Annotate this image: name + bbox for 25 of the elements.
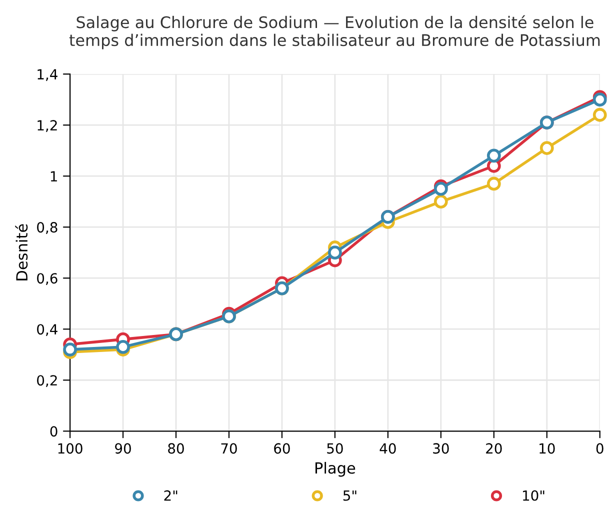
x-axis-title: Plage	[315, 462, 356, 477]
x-tick-label: 90	[115, 443, 131, 454]
x-tick-label: 70	[221, 443, 237, 454]
y-tick-label: 1,2	[38, 120, 57, 132]
x-tick-label: 40	[380, 443, 396, 454]
x-tick-label: 20	[486, 443, 502, 454]
legend-label: 5"	[343, 490, 356, 501]
x-tick-label: 50	[327, 443, 343, 454]
x-tick-label: 0	[596, 443, 604, 454]
x-tick-label: 100	[58, 443, 82, 454]
y-tick-label: 1	[50, 171, 57, 182]
y-tick-label: 0	[50, 426, 58, 437]
chart-title: Salage au Chlorure de Sodium — Evolution de la densité selon le temps d’immersion dans le stabilisateur au Bromure de Potassium	[69, 15, 600, 50]
x-tick-label: 80	[168, 443, 184, 454]
y-tick-label: 0,2	[37, 375, 57, 388]
legend-label: 2"	[164, 490, 178, 501]
legend-label: 10"	[523, 490, 544, 501]
y-axis-title: Desnité	[15, 224, 28, 280]
y-tick-label: 0,8	[37, 222, 58, 234]
x-tick-label: 60	[274, 443, 290, 454]
x-tick-label: 30	[433, 443, 449, 454]
y-tick-label: 0,4	[37, 324, 58, 336]
y-tick-label: 0,6	[37, 273, 58, 285]
y-tick-label: 1,4	[38, 69, 58, 81]
x-tick-label: 10	[540, 443, 555, 454]
